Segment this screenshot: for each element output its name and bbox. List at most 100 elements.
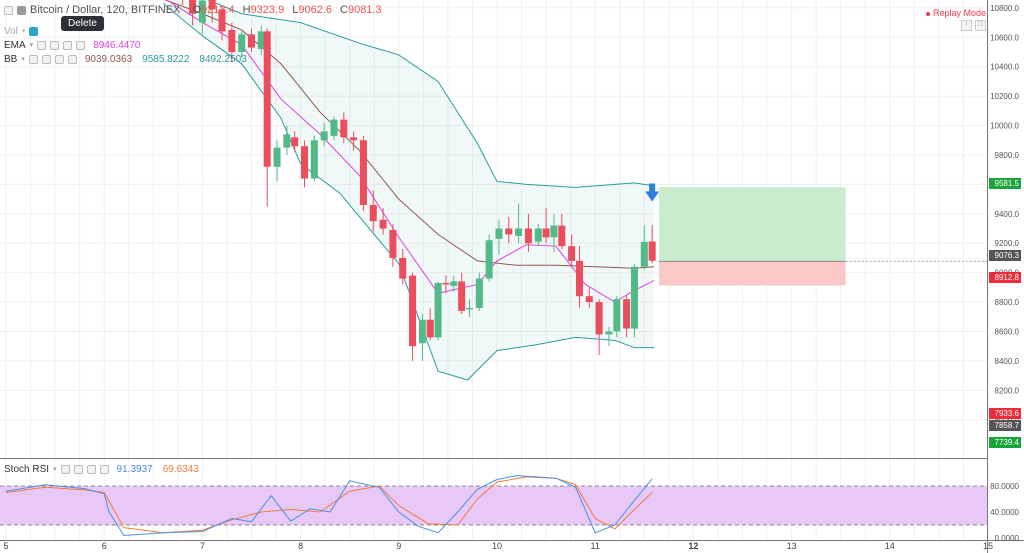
settings-icon[interactable] [73,464,83,474]
candle-body [198,0,206,23]
eye-icon[interactable] [37,40,47,50]
add-icon[interactable] [54,54,64,64]
add-icon[interactable] [86,464,96,474]
rsi-band-fill [0,486,987,525]
price-tag: 7739.4 [989,437,1021,448]
stoch-legend: Stoch RSI ▾ 91.3937 69.6343 [0,462,199,476]
candle-body [550,225,558,238]
candle-body [330,119,338,136]
time-tick-label: 10 [492,541,502,551]
time-tick-label: 12 [688,541,698,551]
legend-ema[interactable]: EMA ▾ 8946.4470 [0,38,382,52]
bb-basis-value: 9039.0363 [84,53,133,65]
candle-body [350,137,358,141]
stoch-k-line [5,475,653,536]
candle-body [310,140,318,179]
symbol-title: Bitcoin / Dollar, 120, BITFINEX [30,4,181,16]
candle-body [389,230,397,258]
candle-body [524,228,532,244]
ema-label: EMA [4,39,26,51]
candle-body [630,266,638,329]
eye-icon[interactable] [28,54,38,64]
candle-body [189,0,197,14]
price-tick-label: 9800.0 [995,151,1020,160]
candles [182,0,656,361]
candle-body [613,299,621,332]
candle-body [273,147,281,167]
time-tick-label: 15 [983,541,993,551]
candle-body [568,246,576,261]
bb-upper-value: 9585.8222 [142,53,190,65]
candle-body [534,228,542,242]
delete-tooltip: Delete [61,16,104,31]
close-icon[interactable] [67,54,77,64]
candle-body [301,146,309,179]
price-tick-label: 10400.0 [990,63,1019,72]
bb-lower-value: 8492.2503 [199,53,247,65]
candle-body [418,319,426,344]
price-tick-label: 10600.0 [990,33,1019,42]
stoch-d-line [5,476,653,534]
ema-value: 8946.4470 [93,39,141,51]
record-dot-icon [925,11,930,16]
candle-body [595,302,603,335]
candle-body [495,228,503,239]
candle-body [475,278,483,308]
rsi-tick-label: 0.0000 [995,534,1020,543]
eye-icon[interactable] [60,464,70,474]
candle-body [257,31,265,50]
collapse-icon[interactable] [4,5,13,15]
price-tick-label: 10200.0 [990,92,1019,101]
move-up-icon[interactable]: ↑ [961,20,972,31]
candle-body [605,331,613,335]
price-tick-label: 10000.0 [990,122,1019,131]
add-icon[interactable] [63,40,73,50]
candle-body [426,319,434,338]
candle-body [466,307,474,310]
price-tag: 7933.6 [989,408,1021,419]
time-tick-label: 9 [396,541,401,551]
candle-body [320,131,328,141]
bb-upper-line [206,0,655,188]
chevron-down-icon[interactable]: ▾ [21,56,25,63]
maximize-icon[interactable]: □ [975,20,986,31]
time-tick-label: 6 [102,541,107,551]
stoch-k-value: 91.3937 [116,463,153,475]
eye-icon[interactable] [29,26,39,36]
legend-vol[interactable]: Vol ▾ [0,24,382,38]
candle-body [585,296,593,303]
candle-body [558,225,566,247]
candle-body [434,282,442,338]
symbol-logo-icon [17,5,26,15]
legend-bb[interactable]: BB ▾ 9039.0363 9585.8222 8492.2503 [0,52,382,66]
price-tag: 9076.3 [989,250,1021,261]
rsi-tick-label: 40.0000 [990,508,1019,517]
close-icon[interactable] [99,464,109,474]
replay-mode-indicator[interactable]: Replay Mode [925,8,986,18]
bb-label: BB [4,53,18,65]
candle-body [458,281,466,311]
time-tick-label: 14 [885,541,895,551]
close-icon[interactable] [76,40,86,50]
ohlc-low: L9062.6 [292,4,332,16]
chart-legend: Bitcoin / Dollar, 120, BITFINEX O9212.4 … [0,3,382,66]
down-arrow-icon [645,183,660,202]
candle-body [442,282,450,285]
ohlc-close: C9081.3 [340,4,382,16]
stoch-label: Stoch RSI [4,463,50,475]
chevron-down-icon[interactable]: ▾ [29,42,34,49]
price-tick-label: 8600.0 [995,327,1020,336]
bb-lower-line [162,3,655,381]
vol-label: Vol [4,25,18,37]
chevron-down-icon[interactable]: ▾ [53,466,57,473]
chevron-down-icon[interactable]: ▾ [21,28,26,35]
settings-icon[interactable] [41,54,51,64]
candle-body [369,204,377,222]
candle-body [291,137,299,147]
price-tick-label: 10800.0 [990,4,1019,13]
candle-body [218,9,226,32]
settings-icon[interactable] [50,40,60,50]
candle-body [399,257,407,279]
candle-body [238,34,246,53]
